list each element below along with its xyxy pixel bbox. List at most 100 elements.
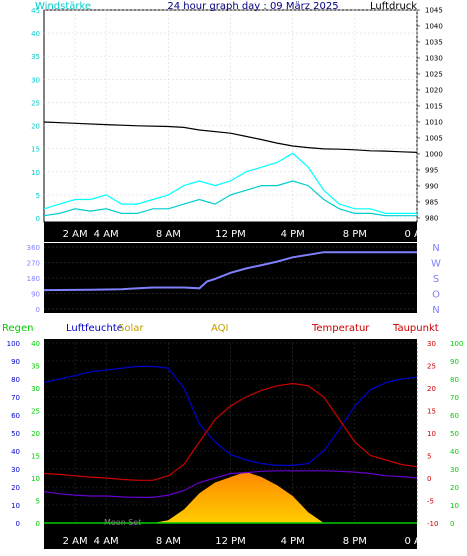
wind-tick-label: 5	[36, 192, 40, 200]
temperature-tick-label: -5	[427, 498, 434, 506]
humidity-tick-label: 50	[11, 430, 20, 438]
temperature-tick-label: 25	[427, 363, 436, 371]
aqi-tick-label: 60	[450, 412, 459, 420]
dewpoint-line	[43, 470, 418, 498]
wind-direction-line	[43, 251, 417, 292]
humidity-tick-label: 60	[11, 412, 20, 420]
temperature-tick-label: 20	[427, 385, 436, 393]
rain-tick-label: 20	[31, 430, 40, 438]
temperature-tick-label: 30	[427, 340, 436, 348]
legend-solar: Solar	[118, 323, 144, 334]
humidity-tick-label: 0	[16, 520, 20, 528]
rain-tick-label: 5	[36, 498, 40, 506]
wind-x-axis-bar	[44, 222, 417, 242]
pressure-tick-label: 1045	[425, 7, 443, 15]
temperature-tick-label: 15	[427, 408, 436, 416]
pressure-axis-title: Luftdruck	[370, 1, 417, 12]
series-layer	[43, 121, 418, 524]
pressure-tick-label: 990	[425, 183, 438, 191]
direction-compass-label: N	[432, 305, 439, 316]
wind-tick-label: 35	[31, 53, 40, 61]
wind-x-tick-label: 0 AM	[404, 229, 429, 240]
aqi-tick-label: 0	[450, 520, 454, 528]
humidity-tick-label: 100	[7, 340, 20, 348]
temperature-tick-label: -10	[427, 520, 438, 528]
aqi-tick-label: 70	[450, 394, 459, 402]
humidity-tick-label: 30	[11, 466, 20, 474]
wind-gust-line	[43, 152, 417, 214]
wind-tick-label: 40	[31, 30, 40, 38]
rain-tick-label: 40	[31, 340, 40, 348]
climate-x-tick-label: 8 AM	[156, 536, 181, 547]
direction-tick-label: 270	[27, 260, 40, 268]
direction-tick-label: 0	[36, 306, 40, 314]
direction-tick-label: 90	[31, 291, 40, 299]
wind-tick-label: 0	[36, 215, 40, 223]
temperature-line	[43, 382, 418, 481]
humidity-tick-label: 80	[11, 376, 20, 384]
pressure-tick-label: 1020	[425, 87, 443, 95]
wind-speed-line	[43, 180, 417, 217]
humidity-tick-label: 90	[11, 358, 20, 366]
aqi-tick-label: 80	[450, 376, 459, 384]
aqi-tick-label: 40	[450, 448, 459, 456]
direction-tick-label: 180	[27, 275, 40, 283]
pressure-tick-label: 1000	[425, 151, 443, 159]
wind-x-tick-label: 4 AM	[94, 229, 119, 240]
humidity-tick-label: 40	[11, 448, 20, 456]
wind-axis-title: Windstärke	[35, 1, 91, 12]
direction-compass-label: W	[431, 259, 441, 270]
pressure-tick-label: 1015	[425, 103, 443, 111]
climate-x-tick-label: 4 AM	[94, 536, 119, 547]
wind-tick-label: 30	[31, 76, 40, 84]
pressure-tick-label: 1035	[425, 39, 443, 47]
legend-dewpoint: Taupunkt	[392, 323, 439, 334]
pressure-tick-label: 1040	[425, 23, 443, 31]
aqi-tick-label: 30	[450, 466, 459, 474]
climate-x-tick-label: 2 AM	[63, 536, 88, 547]
climate-x-tick-label: 4 PM	[281, 536, 305, 547]
humidity-tick-label: 70	[11, 394, 20, 402]
direction-compass-label: S	[433, 274, 439, 285]
rain-tick-label: 10	[31, 475, 40, 483]
humidity-tick-label: 20	[11, 484, 20, 492]
pressure-tick-label: 1025	[425, 71, 443, 79]
wind-tick-label: 20	[31, 123, 40, 131]
chart-title: 24 hour graph day : 09 März 2025	[167, 1, 338, 12]
wind-tick-label: 45	[31, 7, 40, 15]
pressure-tick-label: 995	[425, 167, 438, 175]
tick-layer: 0510152025303540459809859909951000100510…	[7, 7, 464, 548]
legend-temperature: Temperatur	[311, 323, 370, 334]
legend-humidity: Luftfeuchte	[66, 323, 123, 334]
wind-tick-label: 25	[31, 99, 40, 107]
aqi-tick-label: 100	[450, 340, 463, 348]
grid-layer	[44, 9, 418, 524]
temperature-tick-label: 10	[427, 430, 436, 438]
aqi-tick-label: 50	[450, 430, 459, 438]
legend-aqi: AQI	[211, 323, 229, 334]
wind-tick-label: 15	[31, 146, 40, 154]
rain-tick-label: 25	[31, 408, 40, 416]
wind-x-tick-label: 4 PM	[281, 229, 305, 240]
solar-layer	[44, 471, 417, 523]
pressure-tick-label: 980	[425, 215, 438, 223]
rain-tick-label: 0	[36, 520, 40, 528]
climate-x-tick-label: 8 PM	[343, 536, 367, 547]
climate-x-tick-label: 12 PM	[215, 536, 246, 547]
pressure-line	[43, 121, 418, 153]
humidity-line	[43, 365, 418, 466]
direction-compass-label: O	[432, 290, 440, 301]
temperature-tick-label: 5	[427, 453, 431, 461]
direction-panel	[44, 243, 417, 313]
wind-tick-label: 10	[31, 169, 40, 177]
direction-tick-label: 360	[27, 244, 40, 252]
solar-area	[44, 471, 417, 523]
aqi-tick-label: 90	[450, 358, 459, 366]
climate-x-axis-bar	[44, 527, 417, 549]
pressure-tick-label: 1010	[425, 119, 443, 127]
wind-x-tick-label: 2 AM	[63, 229, 88, 240]
wind-x-tick-label: 8 PM	[343, 229, 367, 240]
pressure-tick-label: 985	[425, 199, 438, 207]
